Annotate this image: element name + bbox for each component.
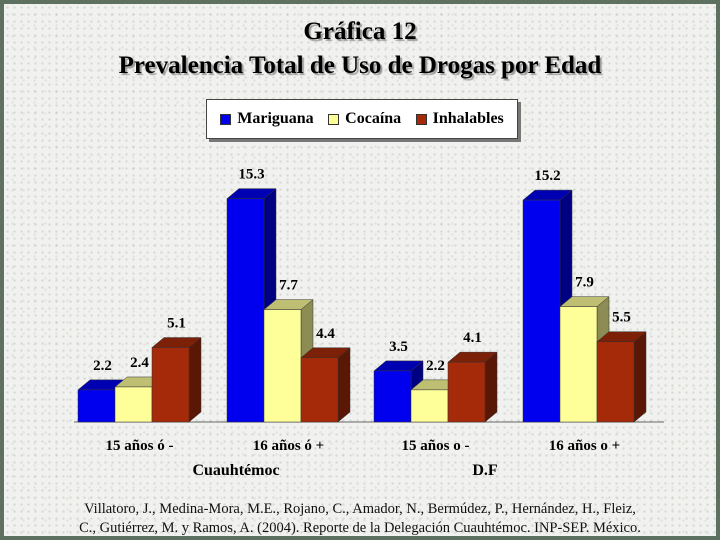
bar-front-face: [263, 309, 302, 423]
data-label: 5.5: [612, 310, 631, 326]
data-label: 5.1: [167, 316, 186, 332]
bar-inhalables-1: [151, 337, 202, 423]
data-label: 15.3: [238, 167, 264, 183]
bar-front-face: [596, 341, 635, 423]
bar-chart: 2.2 2.4 5.1 15 años ó - 15.3 7.7 4.4 16 años ó …: [74, 167, 664, 479]
bar-front-face: [447, 361, 486, 423]
bar-side-face: [337, 347, 351, 423]
legend-swatch-mariguana: [220, 113, 232, 125]
x-tick-label: 15 años ó -: [106, 438, 174, 454]
bar-front-face: [410, 389, 449, 423]
bar-front-face: [300, 357, 339, 423]
data-label: 7.9: [575, 275, 594, 291]
data-label: 4.1: [463, 330, 482, 346]
x-tick-label: 16 años ó +: [253, 438, 324, 454]
bar-side-face: [484, 351, 498, 423]
bar-inhalables-2: [300, 347, 351, 423]
group-label-d-f: D.F: [472, 462, 498, 479]
legend-label-inhalables: Inhalables: [432, 110, 504, 127]
source-citation-line2: C., Gutiérrez, M. y Ramos, A. (2004). Re…: [79, 520, 641, 536]
data-label: 3.5: [389, 339, 408, 355]
bar-side-face: [188, 337, 202, 423]
x-tick-label: 15 años o -: [402, 438, 470, 454]
legend-item-inhalables: Inhalables: [415, 110, 504, 128]
bar-front-face: [151, 347, 190, 423]
group-label-cuauhtemoc: Cuauhtémoc: [192, 462, 279, 479]
bar-front-face: [226, 198, 265, 423]
data-label: 4.4: [316, 326, 335, 342]
chart-subtitle: Prevalencia Total de Uso de Drogas por E…: [118, 52, 602, 79]
bar-front-face: [77, 389, 116, 423]
data-label: 7.7: [279, 278, 298, 294]
bar-side-face: [633, 331, 647, 423]
bar-front-face: [373, 370, 412, 423]
source-citation-line1: Villatoro, J., Medina-Mora, M.E., Rojano…: [84, 501, 636, 517]
data-label: 2.2: [93, 358, 112, 374]
legend-label-cocaina: Cocaína: [345, 110, 402, 127]
legend-item-cocaina: Cocaína: [328, 110, 401, 128]
data-label: 2.2: [426, 358, 445, 374]
legend-label-mariguana: Mariguana: [237, 110, 314, 127]
data-label: 15.2: [534, 168, 560, 184]
bar-cocaina-2: [263, 299, 314, 423]
bar-front-face: [522, 199, 561, 423]
legend-item-mariguana: Mariguana: [220, 110, 314, 128]
bar-front-face: [114, 386, 153, 423]
bar-inhalables-3: [447, 351, 498, 423]
legend-swatch-inhalables: [415, 113, 427, 125]
legend-swatch-cocaina: [328, 113, 340, 125]
chart-legend: Mariguana Cocaína Inhalables: [206, 99, 518, 139]
chart-title: Gráfica 12: [303, 18, 417, 45]
data-label: 2.4: [130, 355, 149, 371]
x-tick-label: 16 años o +: [549, 438, 620, 454]
bar-inhalables-4: [596, 331, 647, 423]
bar-front-face: [559, 306, 598, 423]
